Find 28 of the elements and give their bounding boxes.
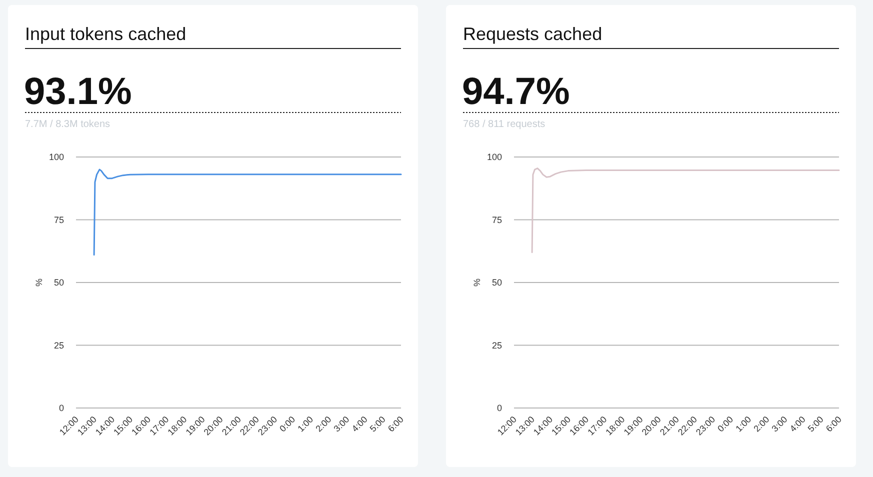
y-tick-label: 100: [486, 152, 502, 162]
chart-title: Input tokens cached: [25, 24, 186, 44]
y-axis-title: %: [34, 278, 44, 287]
chart-title: Requests cached: [463, 24, 602, 44]
y-tick-label: 100: [48, 152, 64, 162]
x-tick-label: 4:00: [788, 414, 808, 434]
x-tick-label: 6:00: [386, 414, 406, 434]
y-tick-label: 0: [496, 403, 502, 413]
chart-subtitle: 94.7%: [462, 71, 570, 113]
y-tick-label: 75: [492, 214, 502, 225]
x-tick-label: 5:00: [806, 414, 826, 434]
y-tick-label: 25: [492, 340, 502, 350]
y-tick-label: 25: [54, 340, 64, 350]
x-tick-label: 6:00: [824, 414, 844, 434]
y-tick-label: 50: [54, 278, 64, 288]
y-tick-label: 75: [54, 214, 64, 225]
x-tick-label: 4:00: [350, 414, 370, 434]
chart-subtitle: 93.1%: [24, 71, 132, 113]
x-tick-label: 3:00: [332, 414, 352, 434]
x-tick-label: 0:00: [278, 414, 298, 434]
x-tick-label: 0:00: [716, 414, 736, 434]
y-axis-title: %: [472, 278, 482, 287]
text: 7.7M / 8.3M tokens: [25, 119, 110, 130]
x-tick-label: 5:00: [368, 414, 388, 434]
y-tick-label: 50: [492, 278, 502, 288]
text: 768 / 811 requests: [463, 119, 546, 130]
x-tick-label: 3:00: [770, 414, 790, 434]
y-tick-label: 0: [58, 403, 64, 413]
